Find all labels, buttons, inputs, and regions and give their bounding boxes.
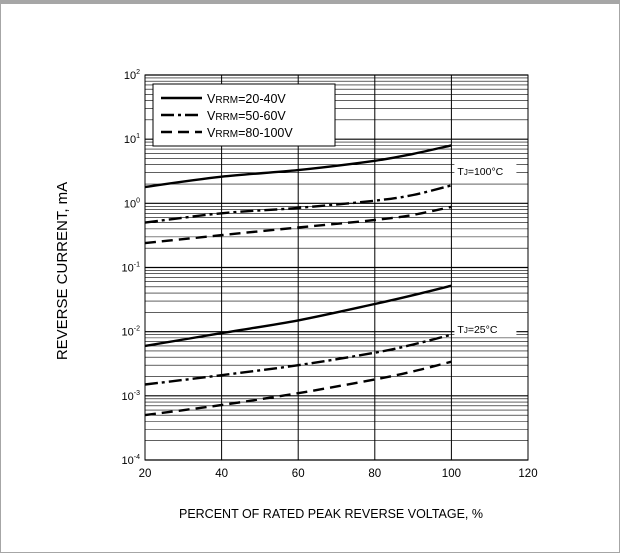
x-tick-label: 120: [518, 468, 537, 480]
x-tick-label: 100: [442, 468, 461, 480]
y-axis-label: REVERSE CURRENT, mA: [54, 182, 71, 360]
y-tick-label: 10-4: [122, 454, 141, 467]
plot-border: [144, 74, 529, 461]
y-tick-label: 102: [124, 69, 140, 82]
x-tick-label: 80: [368, 468, 381, 480]
y-tick-label: 100: [124, 197, 140, 210]
legend-label: VRRM=80-100V: [207, 126, 293, 140]
legend-label: VRRM=50-60V: [207, 109, 286, 123]
annotation-bg: [454, 322, 517, 337]
x-axis-label: PERCENT OF RATED PEAK REVERSE VOLTAGE, %: [179, 507, 483, 521]
y-tick-label: 10-3: [122, 390, 141, 403]
y-tick-label: 101: [124, 133, 140, 146]
annotation-bg: [454, 163, 517, 178]
x-tick-label: 40: [215, 468, 228, 480]
x-tick-label: 60: [292, 468, 305, 480]
series-line: [144, 284, 452, 348]
x-tick-labels: 20 40 60 80 100 120: [139, 468, 538, 480]
chart: 102 101 100 10-1 10-2 10-3 10-4 20 40 60 80 100 120…: [54, 69, 538, 521]
series-line: [144, 144, 452, 189]
legend-box: [152, 83, 336, 147]
annotations: TJ=100°C TJ=25°C: [454, 163, 517, 337]
y-tick-label: 10-1: [122, 262, 141, 275]
minor-gridlines: [145, 77, 528, 441]
legend: VRRM=20-40V VRRM=50-60V VRRM=80-100V: [152, 83, 336, 147]
legend-label: VRRM=20-40V: [207, 92, 286, 106]
series-line: [144, 184, 452, 224]
series-line: [144, 333, 452, 386]
annotation-label: TJ=25°C: [457, 324, 497, 336]
y-tick-label: 10-2: [122, 326, 141, 339]
series-lines: [144, 144, 452, 417]
series-line: [144, 360, 452, 417]
annotation-label: TJ=100°C: [457, 166, 503, 178]
x-tick-label: 20: [139, 468, 152, 480]
y-tick-labels: 102 101 100 10-1 10-2 10-3 10-4: [122, 69, 141, 467]
